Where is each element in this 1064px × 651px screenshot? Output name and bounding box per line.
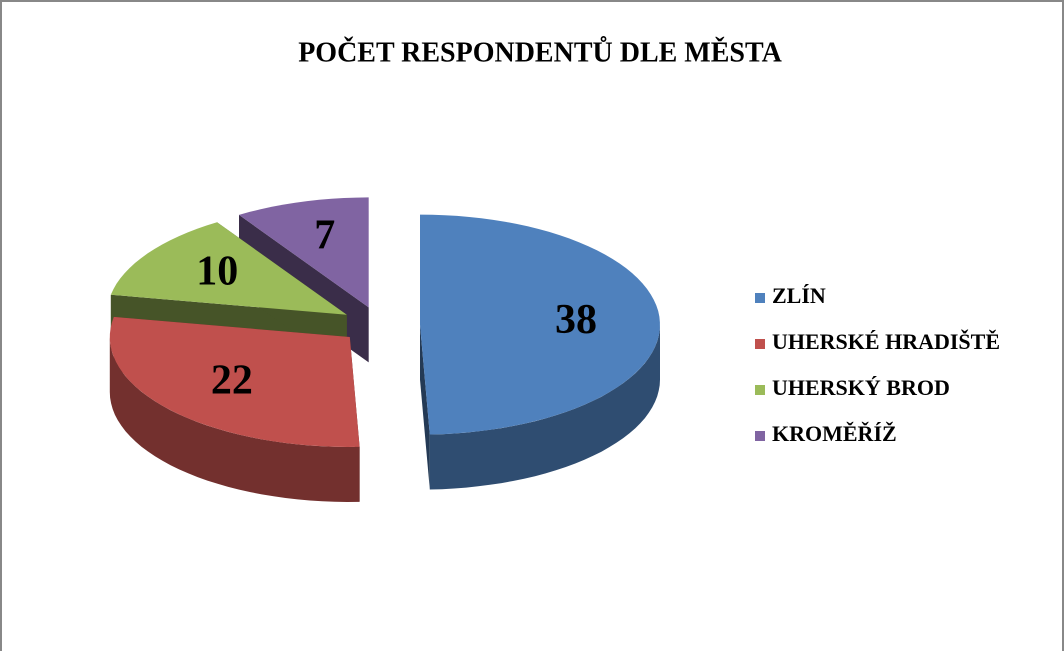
data-label: 22 (211, 357, 253, 403)
data-label: 10 (196, 249, 238, 295)
legend-label: UHERSKÉ HRADIŠTĚ (772, 329, 1000, 354)
slice (239, 197, 369, 308)
legend-swatch (755, 431, 765, 441)
data-label: 38 (555, 297, 597, 343)
legend-swatch (755, 385, 765, 395)
legend-label: ZLÍN (772, 283, 826, 308)
slice (110, 222, 347, 315)
legend-swatch (755, 339, 765, 349)
slice-wall (420, 324, 430, 490)
legend-swatch (755, 293, 765, 303)
slice (109, 316, 360, 447)
slice (420, 214, 660, 435)
legend-label: KROMĚŘÍŽ (772, 421, 897, 446)
slice-side (109, 337, 360, 502)
chart-title: POČET RESPONDENTŮ DLE MĚSTA (298, 36, 782, 68)
data-label: 7 (314, 212, 335, 258)
slice-side (429, 324, 660, 490)
legend-label: UHERSKÝ BROD (772, 375, 950, 400)
